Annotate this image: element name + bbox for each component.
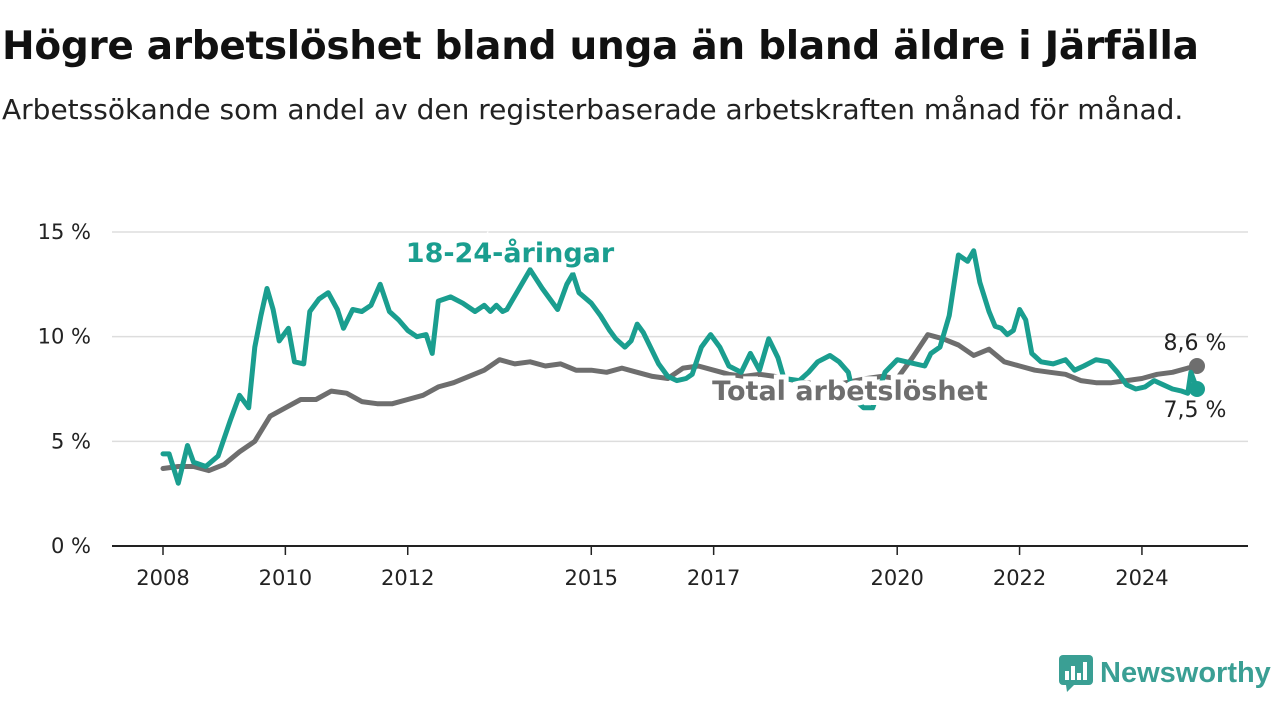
y-tick-label: 5 %	[51, 429, 91, 453]
x-tick-label: 2024	[1115, 566, 1168, 590]
series-lines	[160, 248, 1205, 486]
y-axis-ticks: 0 % 5 % 10 % 15 %	[38, 220, 91, 558]
line-chart: 0 %5 %10 %15 % 2008 2010 2012 2015 2017 2020 2…	[38, 220, 1248, 590]
series-labels: 8,6 % 7,5 % 18-24-åringar Total arbetslöshe…	[401, 232, 1229, 426]
x-tick-label: 2020	[870, 566, 923, 590]
newsworthy-chart-icon	[1059, 655, 1093, 692]
grid-lines	[112, 231, 1248, 443]
page-title: Högre arbetslöshet bland unga än bland ä…	[2, 24, 1199, 69]
series-end-dot-0	[1189, 357, 1205, 374]
y-tick-label: 15 %	[38, 220, 91, 244]
x-tick-label: 2022	[993, 566, 1046, 590]
total-series-label: Total arbetslöshet	[712, 376, 988, 407]
y-tick-label: 10 %	[38, 325, 91, 349]
youth-end-label: 7,5 %	[1164, 398, 1227, 423]
total-end-label: 8,6 %	[1164, 331, 1227, 356]
x-tick-label: 2008	[136, 566, 189, 590]
logo-text: Newsworthy	[1100, 656, 1271, 689]
youth-series-label: 18-24-åringar	[406, 237, 615, 269]
x-tick-label: 2010	[259, 566, 312, 590]
newsworthy-logo: Newsworthy	[1058, 654, 1271, 692]
page-subtitle: Arbetssökande som andel av den registerb…	[2, 93, 1184, 126]
x-tick-label: 2017	[687, 566, 740, 590]
x-tick-label: 2015	[565, 566, 618, 590]
x-tick-label: 2012	[381, 566, 434, 590]
y-tick-label: 0 %	[51, 534, 91, 558]
x-axis-ticks: 2008 2010 2012 2015 2017 2020 2022 2024	[136, 546, 1169, 590]
series-line-1	[160, 248, 1200, 486]
series-line-0	[160, 332, 1200, 474]
series-end-dot-1	[1189, 381, 1205, 397]
